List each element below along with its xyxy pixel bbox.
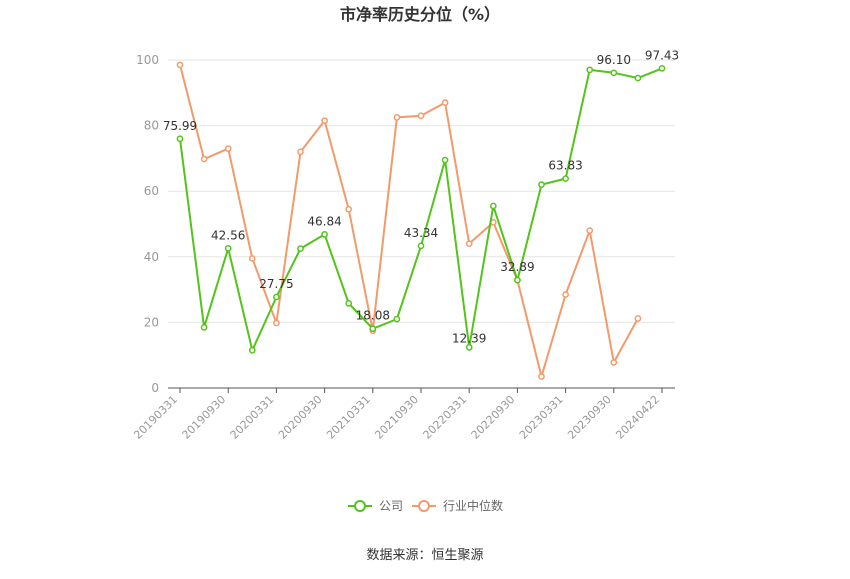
data-point-company[interactable]: [200, 323, 208, 331]
data-label: 12.39: [452, 331, 486, 345]
data-point-company[interactable]: [224, 245, 232, 252]
data-point-company[interactable]: [610, 69, 618, 77]
legend-company-marker-icon: [354, 500, 366, 512]
data-point-company[interactable]: [176, 135, 184, 143]
legend-industry-marker-icon: [418, 500, 430, 512]
x-tick-label: 20210930: [372, 393, 421, 442]
data-point-industry[interactable]: [248, 255, 256, 262]
x-tick-label: 20210331: [324, 393, 373, 442]
data-point-industry[interactable]: [176, 61, 184, 69]
data-point-company[interactable]: [417, 242, 425, 250]
chart-title: 市净率历史分位（%）: [340, 5, 500, 24]
data-point-industry[interactable]: [393, 114, 401, 121]
y-tick-label: 20: [144, 315, 159, 329]
x-tick-label: 20220331: [421, 393, 470, 442]
x-tick-label: 20240422: [613, 393, 662, 442]
x-axis: 20190331 20190930 20200331 20200930 20210331…: [131, 387, 675, 442]
y-axis-ticks: 0 20 40 60 80 100: [136, 53, 159, 395]
data-point-industry[interactable]: [200, 155, 208, 163]
data-label: 96.10: [597, 53, 631, 67]
legend[interactable]: 公司 行业中位数: [348, 498, 503, 513]
data-point-industry[interactable]: [586, 227, 594, 234]
x-tick-label: 20190930: [180, 393, 229, 442]
data-point-industry[interactable]: [297, 148, 304, 156]
data-labels: 75.99 42.56 27.75 46.84 18.08 43.34 12.39 32.89…: [163, 48, 679, 345]
data-point-industry[interactable]: [538, 373, 545, 380]
data-point-industry[interactable]: [634, 315, 642, 322]
data-point-industry[interactable]: [321, 117, 328, 125]
data-source: 数据来源：恒生聚源: [366, 548, 483, 563]
data-label: 75.99: [163, 119, 197, 133]
y-tick-label: 80: [144, 119, 159, 133]
x-tick-label: 20230331: [517, 393, 566, 442]
legend-industry-label: 行业中位数: [443, 498, 503, 513]
data-point-company[interactable]: [634, 74, 642, 82]
legend-item-industry[interactable]: 行业中位数: [412, 498, 503, 513]
data-point-company[interactable]: [369, 325, 377, 333]
data-point-industry[interactable]: [441, 99, 449, 106]
series-line-company: [179, 67, 663, 352]
data-label: 43.34: [404, 226, 438, 240]
data-point-company[interactable]: [273, 293, 280, 301]
data-point-industry[interactable]: [610, 359, 618, 366]
data-label: 63.83: [548, 159, 582, 173]
data-label: 97.43: [645, 48, 679, 62]
data-point-industry[interactable]: [465, 240, 473, 248]
x-tick-label: 20190331: [131, 393, 180, 442]
data-point-company[interactable]: [562, 175, 569, 182]
data-point-company[interactable]: [514, 276, 521, 284]
legend-item-company[interactable]: 公司: [348, 499, 403, 513]
data-label: 18.08: [356, 309, 390, 323]
data-point-company[interactable]: [658, 65, 666, 72]
legend-company-label: 公司: [379, 499, 403, 513]
data-point-industry[interactable]: [562, 291, 569, 298]
y-tick-label: 100: [136, 53, 159, 67]
y-tick-label: 60: [144, 184, 159, 198]
data-label: 46.84: [307, 214, 341, 228]
series-line-industry: [179, 64, 639, 378]
data-point-company[interactable]: [489, 202, 497, 210]
data-label: 32.89: [500, 260, 534, 274]
data-point-company[interactable]: [297, 245, 304, 252]
data-point-industry[interactable]: [417, 112, 425, 120]
x-tick-label: 20200930: [276, 393, 325, 442]
data-point-industry[interactable]: [224, 145, 232, 152]
x-tick-label: 20230930: [565, 393, 614, 442]
y-tick-label: 0: [151, 381, 159, 395]
data-point-company[interactable]: [321, 231, 328, 238]
y-tick-label: 40: [144, 250, 159, 264]
data-label: 42.56: [211, 228, 245, 242]
data-point-company[interactable]: [248, 346, 256, 354]
data-point-company[interactable]: [465, 344, 473, 351]
data-point-industry[interactable]: [345, 205, 353, 213]
x-tick-label: 20200331: [228, 393, 277, 442]
data-point-company[interactable]: [393, 315, 401, 323]
data-point-company[interactable]: [538, 181, 545, 188]
data-point-company[interactable]: [345, 300, 353, 307]
data-label: 27.75: [259, 277, 293, 291]
data-point-company[interactable]: [441, 156, 449, 164]
data-point-company[interactable]: [586, 66, 594, 74]
data-point-industry[interactable]: [273, 319, 280, 327]
series-layer: [176, 61, 666, 380]
x-tick-label: 20220930: [469, 393, 518, 442]
